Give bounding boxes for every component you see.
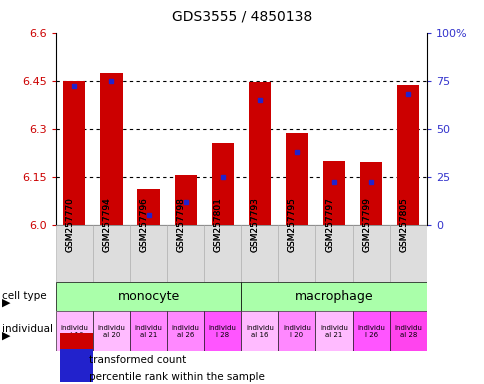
Bar xyxy=(248,82,271,225)
Bar xyxy=(130,311,166,351)
Bar xyxy=(56,311,93,351)
Bar xyxy=(315,311,352,351)
Text: individu
al 16: individu al 16 xyxy=(245,325,273,338)
Text: GSM257796: GSM257796 xyxy=(139,197,148,252)
Bar xyxy=(60,333,93,366)
Text: individu
al 20: individu al 20 xyxy=(97,325,125,338)
Text: GSM257796: GSM257796 xyxy=(139,197,148,252)
Text: GSM257805: GSM257805 xyxy=(398,197,408,252)
Bar xyxy=(56,225,93,282)
Text: individu
l 20: individu l 20 xyxy=(283,325,310,338)
Bar xyxy=(278,311,315,351)
Text: GSM257770: GSM257770 xyxy=(65,197,74,252)
Bar xyxy=(315,225,352,282)
Text: GSM257801: GSM257801 xyxy=(213,197,222,252)
Bar xyxy=(241,311,278,351)
Text: transformed count: transformed count xyxy=(89,356,186,366)
Bar xyxy=(359,162,381,225)
Bar xyxy=(241,282,426,311)
Text: cell type: cell type xyxy=(2,291,47,301)
Text: GSM257793: GSM257793 xyxy=(250,197,259,252)
Text: GSM257794: GSM257794 xyxy=(102,197,111,252)
Bar xyxy=(285,134,307,225)
Text: GSM257797: GSM257797 xyxy=(324,197,333,252)
Text: macrophage: macrophage xyxy=(294,290,373,303)
Text: GSM257793: GSM257793 xyxy=(250,197,259,252)
Text: individu
al 28: individu al 28 xyxy=(393,325,421,338)
Text: GSM257805: GSM257805 xyxy=(398,197,408,252)
Text: GSM257794: GSM257794 xyxy=(102,197,111,252)
Text: individu
l 26: individu l 26 xyxy=(357,325,384,338)
Text: GSM257795: GSM257795 xyxy=(287,197,296,252)
Text: GSM257797: GSM257797 xyxy=(324,197,333,252)
Bar xyxy=(137,189,159,225)
Text: ▶: ▶ xyxy=(2,298,11,308)
Bar xyxy=(396,86,419,225)
Text: individual: individual xyxy=(2,324,53,334)
Bar xyxy=(278,225,315,282)
Bar xyxy=(352,311,389,351)
Bar xyxy=(166,225,204,282)
Text: GDS3555 / 4850138: GDS3555 / 4850138 xyxy=(172,10,312,23)
Bar xyxy=(100,73,122,225)
Bar xyxy=(63,81,85,225)
Text: GSM257799: GSM257799 xyxy=(362,197,370,252)
Text: GSM257799: GSM257799 xyxy=(362,197,370,252)
Text: individu
l 28: individu l 28 xyxy=(209,325,236,338)
Bar xyxy=(56,282,241,311)
Bar xyxy=(352,225,389,282)
Text: GSM257798: GSM257798 xyxy=(176,197,185,252)
Text: individu
al 21: individu al 21 xyxy=(135,325,162,338)
Bar xyxy=(322,161,345,225)
Bar xyxy=(389,225,426,282)
Bar xyxy=(93,225,130,282)
Bar xyxy=(389,311,426,351)
Bar xyxy=(204,225,241,282)
Bar xyxy=(204,311,241,351)
Bar xyxy=(130,225,166,282)
Text: GSM257795: GSM257795 xyxy=(287,197,296,252)
Text: individu
al 21: individu al 21 xyxy=(319,325,347,338)
Bar xyxy=(241,225,278,282)
Text: GSM257801: GSM257801 xyxy=(213,197,222,252)
Text: individu
al 26: individu al 26 xyxy=(171,325,199,338)
Text: monocyte: monocyte xyxy=(117,290,179,303)
Bar xyxy=(174,175,197,225)
Bar xyxy=(166,311,204,351)
Bar xyxy=(60,349,93,382)
Text: individu
al 16: individu al 16 xyxy=(60,325,88,338)
Text: ▶: ▶ xyxy=(2,331,11,341)
Bar xyxy=(211,143,233,225)
Text: percentile rank within the sample: percentile rank within the sample xyxy=(89,372,264,382)
Text: GSM257770: GSM257770 xyxy=(65,197,74,252)
Bar xyxy=(93,311,130,351)
Text: GSM257798: GSM257798 xyxy=(176,197,185,252)
